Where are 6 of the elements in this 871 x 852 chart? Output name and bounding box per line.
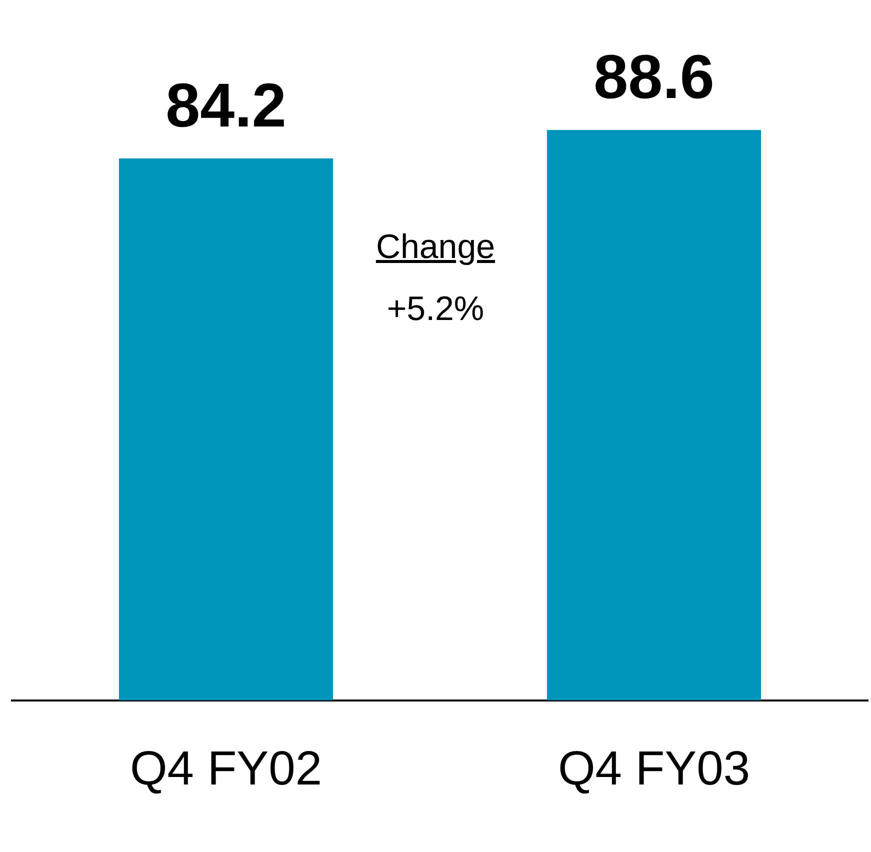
annotation: +5.2% (386, 290, 484, 328)
data-label: 88.6 (594, 43, 714, 112)
annotation: Change (376, 228, 496, 266)
x-tick-label: Q4 FY02 (130, 742, 322, 796)
x-tick-label: Q4 FY03 (558, 742, 750, 796)
data-label: 84.2 (166, 71, 286, 140)
